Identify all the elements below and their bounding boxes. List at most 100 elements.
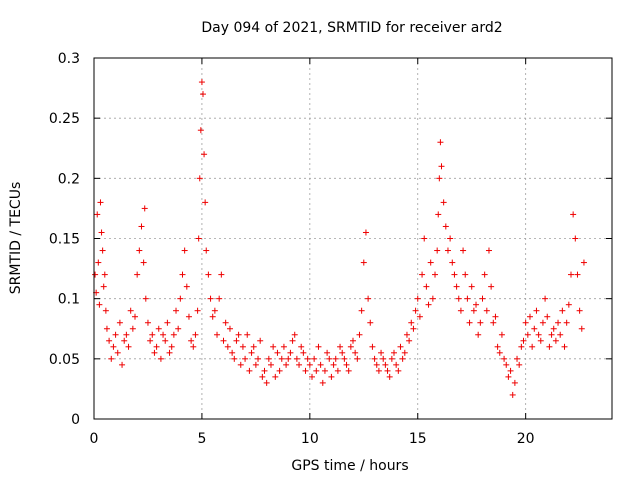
data-point [386, 373, 393, 380]
x-axis-label: GPS time / hours [291, 458, 408, 474]
data-point [354, 355, 361, 362]
data-point [406, 337, 413, 344]
data-point [501, 355, 508, 362]
data-point [542, 295, 549, 302]
data-point [388, 355, 395, 362]
data-point [466, 319, 473, 326]
data-point [272, 373, 279, 380]
data-point [237, 361, 244, 368]
data-point [96, 301, 103, 308]
data-point [347, 343, 354, 350]
data-point [423, 283, 430, 290]
data-point [110, 343, 117, 350]
data-point [436, 175, 443, 182]
data-point [479, 295, 486, 302]
data-point [242, 355, 249, 362]
data-point [544, 313, 551, 320]
data-point [231, 355, 238, 362]
data-point [580, 259, 587, 266]
data-point [455, 295, 462, 302]
data-point [563, 319, 570, 326]
data-point [285, 355, 292, 362]
data-point [460, 247, 467, 254]
data-point [144, 319, 151, 326]
data-point [98, 229, 105, 236]
data-point [95, 259, 102, 266]
data-point [507, 367, 514, 374]
data-points [92, 79, 587, 398]
data-point [451, 271, 458, 278]
data-point [209, 313, 216, 320]
data-point [561, 343, 568, 350]
data-point [341, 355, 348, 362]
data-point [339, 349, 346, 356]
y-tick-label: 0.2 [58, 171, 80, 187]
data-point [473, 301, 480, 308]
data-point [255, 355, 262, 362]
x-tick-label: 5 [197, 431, 206, 447]
y-tick-label: 0.15 [49, 232, 80, 248]
data-point [555, 319, 562, 326]
data-point [526, 313, 533, 320]
data-point [202, 199, 209, 206]
data-point [300, 349, 307, 356]
data-point [350, 337, 356, 344]
chart-title: Day 094 of 2021, SRMTID for receiver ard… [201, 20, 502, 36]
data-point [157, 355, 164, 362]
data-point [162, 337, 169, 344]
data-point [119, 361, 126, 368]
data-point [464, 295, 471, 302]
data-point [166, 349, 173, 356]
data-point [432, 271, 439, 278]
data-point [319, 379, 326, 386]
data-point [214, 331, 221, 338]
data-point [565, 301, 572, 308]
data-point [425, 301, 432, 308]
data-point [559, 307, 566, 314]
data-point [475, 331, 482, 338]
data-point [524, 331, 531, 338]
data-point [444, 247, 451, 254]
data-point [395, 367, 402, 374]
data-point [155, 325, 162, 332]
data-point [453, 283, 460, 290]
data-point [199, 91, 206, 98]
data-point [259, 373, 266, 380]
data-point [531, 325, 538, 332]
data-point [220, 337, 227, 344]
data-point [168, 343, 175, 350]
data-point [412, 307, 419, 314]
data-point [326, 355, 333, 362]
data-point [100, 283, 107, 290]
data-point [414, 295, 421, 302]
data-point [211, 307, 218, 314]
data-point [216, 295, 223, 302]
data-point [283, 361, 290, 368]
data-point [520, 337, 527, 344]
data-point [276, 367, 283, 374]
data-point [345, 367, 352, 374]
data-point [196, 175, 203, 182]
data-point [291, 331, 298, 338]
data-point [201, 151, 208, 158]
data-point [125, 343, 132, 350]
data-point [265, 355, 272, 362]
data-point [244, 331, 251, 338]
data-point [567, 271, 574, 278]
data-point [173, 307, 180, 314]
x-tick-label: 15 [409, 431, 427, 447]
data-point [116, 319, 123, 326]
data-point [114, 349, 121, 356]
data-point [97, 199, 104, 206]
data-point [102, 307, 109, 314]
data-point [380, 355, 387, 362]
data-point [315, 343, 322, 350]
data-point [298, 343, 305, 350]
data-point [337, 343, 344, 350]
data-point [576, 307, 583, 314]
data-point [203, 247, 210, 254]
data-point [434, 247, 441, 254]
data-point [274, 349, 281, 356]
data-point [505, 373, 512, 380]
data-point [293, 355, 300, 362]
